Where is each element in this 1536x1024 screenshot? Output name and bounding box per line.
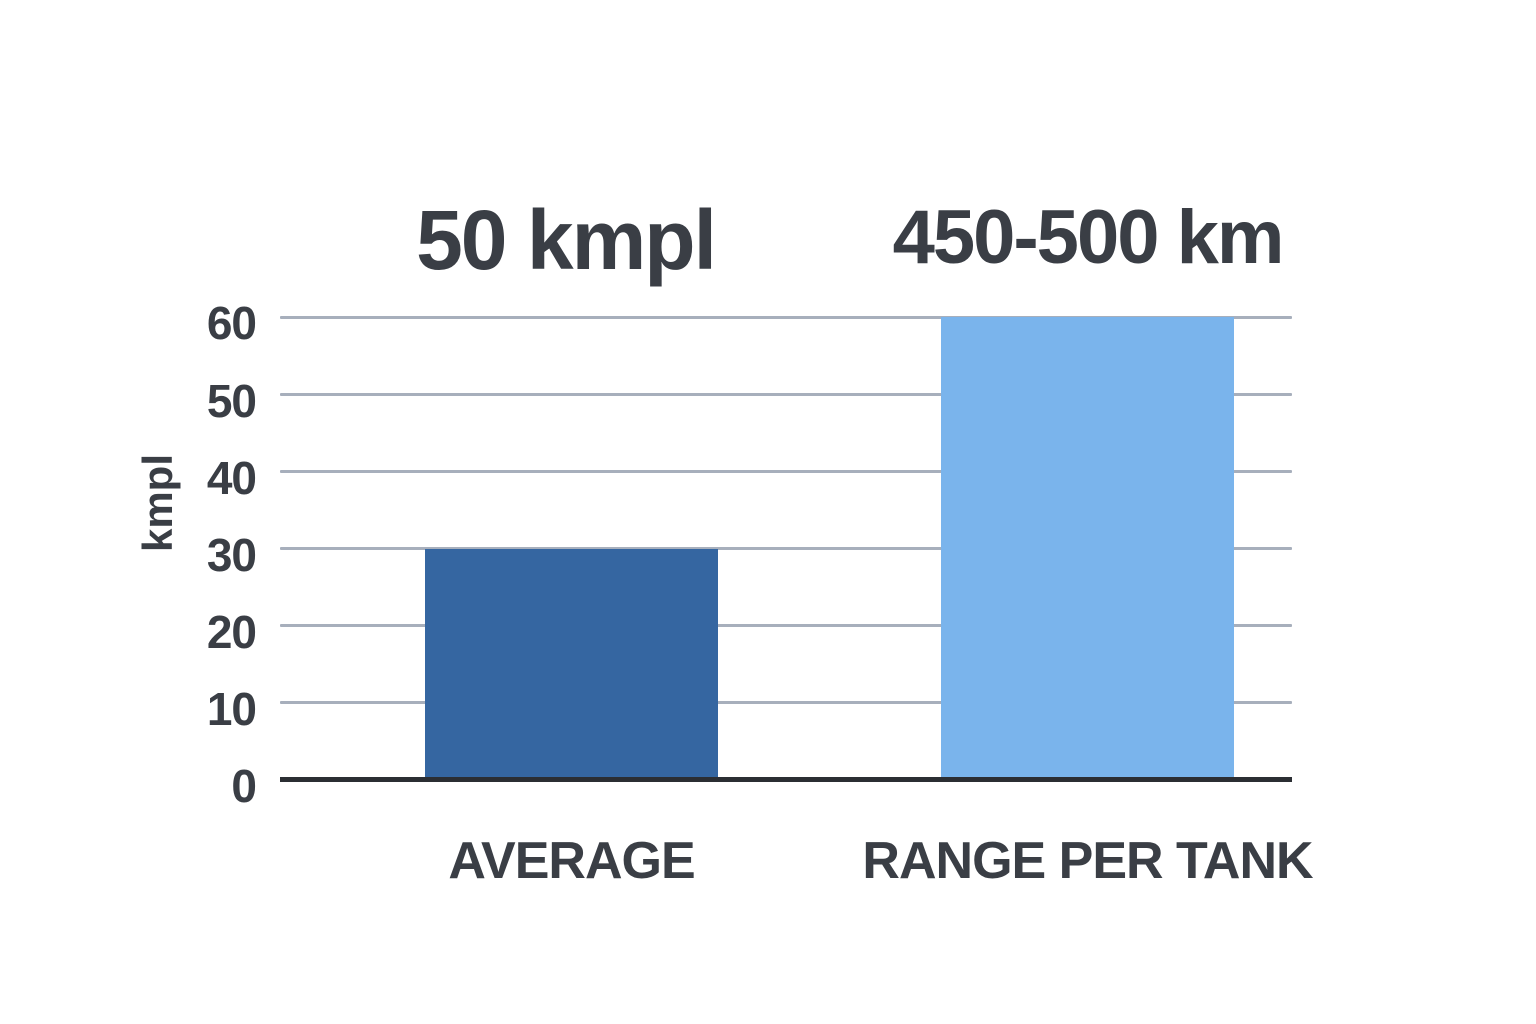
gridline-30 (280, 547, 1292, 550)
gridline-20 (280, 624, 1292, 628)
gridline-40 (280, 469, 1292, 473)
category-label-average: AVERAGE (448, 832, 695, 890)
category-label-range-per-tank: RANGE PER TANK (862, 832, 1313, 890)
y-tick-label-20: 20 (206, 606, 257, 659)
gridline-10 (280, 701, 1292, 705)
gridline-50 (280, 392, 1292, 396)
bar-average (425, 548, 718, 780)
y-tick-label-40: 40 (206, 451, 257, 504)
y-tick-label-10: 10 (206, 683, 257, 736)
bar-range-per-tank (941, 317, 1234, 780)
gridline-60 (280, 315, 1292, 319)
y-tick-label-0: 0 (231, 760, 257, 813)
bar-annotation-range-per-tank: 450-500 km (892, 195, 1285, 280)
y-tick-label-30: 30 (206, 528, 257, 581)
bar-annotation-average: 50 kmpl (416, 193, 717, 287)
y-tick-label-60: 60 (206, 297, 257, 350)
plot-area (280, 315, 1292, 782)
x-axis-line (280, 777, 1292, 782)
y-tick-label-50: 50 (206, 374, 257, 427)
